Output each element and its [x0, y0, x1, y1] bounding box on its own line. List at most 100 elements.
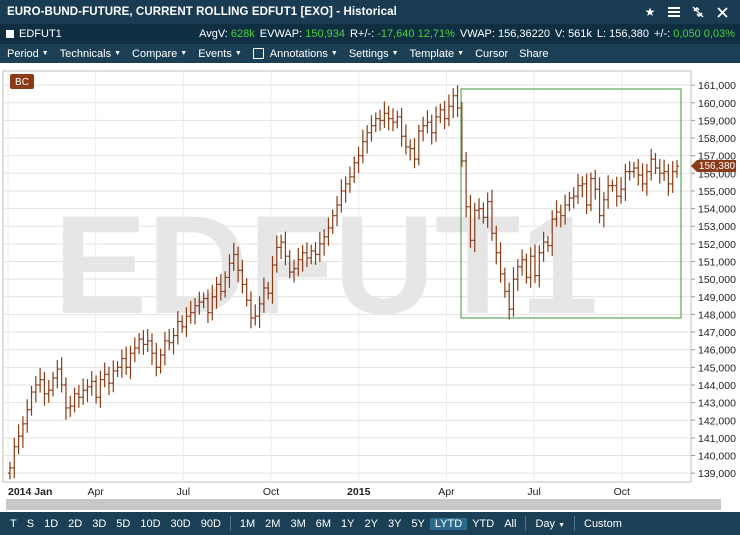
ohlc-bar	[287, 250, 292, 279]
ohlc-bar	[283, 231, 288, 266]
chart-area[interactable]: EDFUT1 BC 139,000 140,000 141,000 142,000 14…	[0, 63, 740, 513]
window-title-bar: EURO-BUND-FUTURE, CURRENT ROLLING EDFUT1…	[0, 0, 740, 24]
y-tick-label: 145,000	[698, 362, 736, 374]
ohlc-bar	[76, 384, 81, 408]
ohlc-bar	[636, 159, 641, 186]
timeframe-3d[interactable]: 3D	[92, 517, 107, 530]
timeframe-bar: T S 1D 2D 3D 5D 10D 30D 90D 1M 2M 3M 6M …	[0, 512, 740, 535]
chevron-down-icon: ▼	[330, 50, 338, 57]
template-menu[interactable]: Template ▼	[409, 47, 465, 60]
timeframe-5d[interactable]: 5D	[116, 517, 131, 530]
ohlc-bar	[201, 292, 206, 309]
ohlc-bar	[438, 103, 443, 124]
ohlc-bar	[292, 259, 297, 283]
timeframe-2m[interactable]: 2M	[265, 517, 281, 530]
cursor-menu[interactable]: Cursor	[475, 47, 509, 60]
timeframe-3y[interactable]: 3Y	[387, 517, 402, 530]
ohlc-bar	[580, 176, 585, 198]
x-tick-label: Jul	[527, 486, 540, 497]
x-tick-label: Apr	[88, 486, 105, 497]
timeframe-1m[interactable]: 1M	[239, 517, 256, 530]
ohlc-bar	[175, 311, 180, 345]
timeframe-10d[interactable]: 10D	[140, 517, 161, 530]
last-price-marker: 156,380	[691, 160, 736, 172]
chevron-down-icon: ▼	[558, 521, 565, 529]
ohlc-bar	[326, 217, 331, 246]
ohlc-bar	[132, 337, 137, 363]
net-change-stat: +/-: 0,050 0,03%	[653, 28, 735, 40]
ohlc-bar	[455, 85, 460, 118]
horizontal-scrollbar[interactable]	[0, 497, 740, 512]
y-tick-label: 151,000	[698, 257, 736, 269]
timeframe-1y[interactable]: 1Y	[341, 517, 355, 530]
ohlc-bar	[193, 298, 198, 325]
timeframe-t[interactable]: T	[10, 517, 17, 530]
custom-range-button[interactable]: Custom	[584, 517, 622, 530]
settings-menu[interactable]: Settings ▼	[348, 47, 399, 60]
ohlc-bar	[545, 235, 550, 252]
timeframe-3m[interactable]: 3M	[290, 517, 306, 530]
ohlc-bar	[63, 377, 68, 420]
ohlc-bar	[601, 192, 606, 228]
compare-menu[interactable]: Compare ▼	[132, 47, 188, 60]
rectangle-annotation[interactable]	[460, 88, 682, 319]
ohlc-bar	[481, 202, 486, 224]
timeframe-30d[interactable]: 30D	[170, 517, 191, 530]
watermark-text: EDFUT1	[54, 186, 598, 343]
ohlc-bar	[223, 271, 228, 298]
ohlc-bar	[227, 254, 232, 288]
ohlc-bar	[399, 107, 404, 147]
star-icon[interactable]: ★	[644, 5, 656, 19]
ohlc-bar	[162, 331, 167, 366]
y-tick-label: 140,000	[698, 451, 736, 463]
timeframe-2y[interactable]: 2Y	[364, 517, 378, 530]
unlink-icon[interactable]	[686, 2, 710, 22]
y-tick-label: 155,000	[698, 186, 736, 198]
ohlc-bar	[369, 115, 374, 142]
separator	[229, 516, 231, 531]
timeframe-1d[interactable]: 1D	[44, 517, 59, 530]
share-menu[interactable]: Share	[519, 47, 549, 60]
x-tick-label: Jul	[177, 486, 190, 497]
y-tick-label: 146,000	[698, 345, 736, 357]
symbol-name[interactable]: EDFUT1	[19, 28, 62, 40]
ohlc-bar	[270, 256, 275, 304]
ohlc-bar	[248, 291, 253, 329]
y-tick-label: 152,000	[698, 239, 736, 251]
timeframe-all[interactable]: All	[504, 517, 517, 530]
plot-frame	[2, 70, 692, 483]
ohlc-bar	[520, 249, 525, 276]
timeframe-5y[interactable]: 5Y	[411, 517, 425, 530]
timeframe-ytd[interactable]: YTD	[472, 517, 495, 530]
ohlc-bar	[446, 94, 451, 127]
ohlc-bar	[59, 357, 64, 393]
timeframe-s[interactable]: S	[26, 517, 35, 530]
ohlc-bar	[257, 296, 262, 329]
ohlc-bar	[532, 244, 537, 284]
close-icon[interactable]	[710, 2, 734, 22]
y-tick-label: 159,000	[698, 115, 736, 127]
ohlc-bar	[218, 274, 223, 301]
ohlc-bar	[150, 333, 155, 366]
period-menu[interactable]: Period ▼	[7, 47, 49, 60]
timeframe-90d[interactable]: 90D	[200, 517, 221, 530]
volume-stat: V: 561k	[555, 28, 592, 40]
technicals-menu[interactable]: Technicals ▼	[59, 47, 122, 60]
menu-icon[interactable]	[662, 2, 686, 22]
price-chart[interactable]: EDFUT1 BC 139,000 140,000 141,000 142,000 14…	[0, 63, 740, 498]
timeframe-lytd[interactable]: LYTD	[429, 517, 468, 530]
ohlc-bar	[425, 110, 430, 134]
ohlc-bar	[352, 156, 357, 184]
events-menu[interactable]: Events ▼	[198, 47, 242, 60]
ohlc-bar	[623, 163, 628, 202]
scrollbar-thumb[interactable]	[6, 499, 721, 510]
ohlc-bar	[554, 200, 559, 227]
x-tick-label: 2014 Jan	[8, 486, 52, 497]
interval-select[interactable]: Day ▼	[535, 517, 565, 530]
annotations-menu[interactable]: Annotations ▼	[252, 48, 338, 60]
badge-bc[interactable]: BC	[10, 74, 34, 89]
timeframe-6m[interactable]: 6M	[315, 517, 332, 530]
ohlc-bar	[373, 112, 378, 132]
timeframe-2d[interactable]: 2D	[68, 517, 83, 530]
ohlc-bar	[46, 379, 51, 403]
